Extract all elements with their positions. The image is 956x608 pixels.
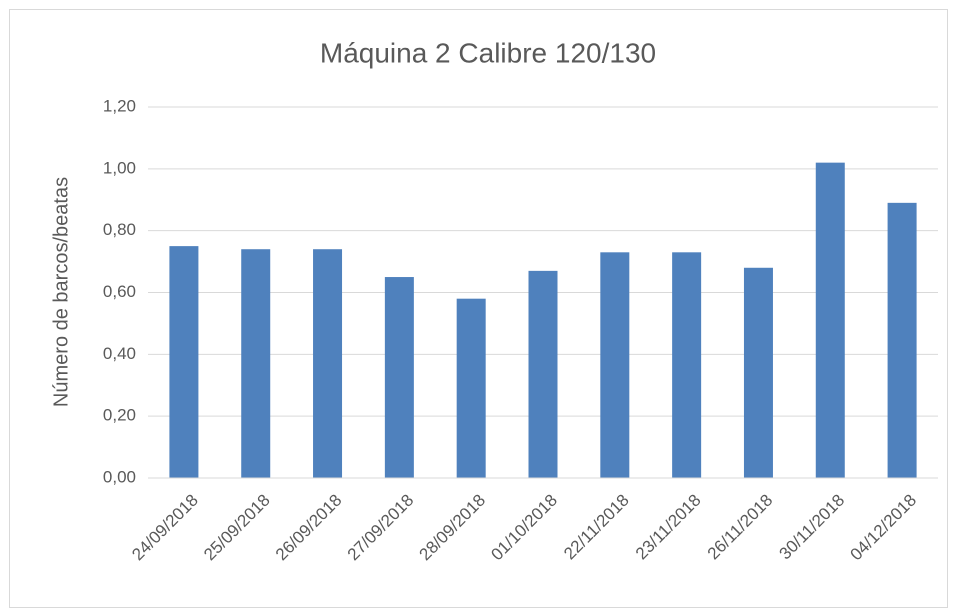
bar	[384, 277, 414, 478]
y-tick-label: 0,00	[103, 467, 136, 486]
bar	[313, 249, 343, 478]
bar	[887, 202, 917, 478]
y-tick-label: 0,80	[103, 220, 136, 239]
bar	[169, 246, 199, 478]
y-tick-label: 0,60	[103, 282, 136, 301]
y-tick-label: 1,20	[103, 96, 136, 115]
bar	[815, 162, 845, 478]
y-axis-label: Número de barcos/beatas	[50, 177, 72, 407]
bar	[743, 267, 773, 478]
y-tick-label: 0,20	[103, 406, 136, 425]
bar	[600, 252, 630, 478]
bar	[672, 252, 702, 478]
bar	[456, 298, 486, 478]
y-tick-label: 0,40	[103, 344, 136, 363]
y-tick-label: 1,00	[103, 158, 136, 177]
bar	[241, 249, 271, 478]
chart-title: Máquina 2 Calibre 120/130	[320, 37, 656, 68]
bar	[528, 270, 558, 478]
